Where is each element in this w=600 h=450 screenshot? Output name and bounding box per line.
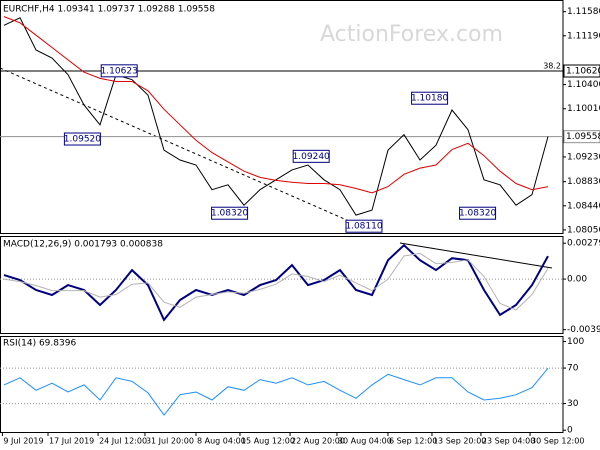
- x-tick-label: 6 Sep 12:00: [389, 437, 437, 446]
- panel-title: RSI(14) 69.8396: [3, 339, 76, 349]
- price-annotation: 1.10180: [411, 94, 448, 104]
- y-tick-label: 1.11580: [567, 7, 600, 17]
- rsi-panel-frame: [0, 336, 564, 433]
- y-tick-label: 0.00: [567, 275, 587, 285]
- x-tick-label: 30 Aug 04:00: [338, 437, 392, 446]
- x-tick-label: 30 Sep 12:00: [531, 437, 584, 446]
- series-line: [3, 16, 549, 194]
- macd-trend-line: [399, 242, 553, 269]
- y-tick-label: 1.10010: [567, 104, 600, 114]
- price-annotation-box: [63, 132, 101, 146]
- price-annotation: 1.08320: [211, 209, 248, 219]
- x-tick-label: 9 Jul 2019: [3, 437, 43, 446]
- trend-line: [0, 67, 366, 229]
- y-tick-label: 0: [567, 426, 573, 436]
- y-tick-label: 1.11190: [567, 31, 600, 41]
- price-annotation-box: [459, 206, 497, 220]
- y-tick-label: 1.08050: [567, 225, 600, 235]
- series-line: [3, 252, 549, 311]
- price-annotation: 1.10623: [101, 66, 138, 76]
- x-tick-label: 15 Aug 12:00: [241, 437, 295, 446]
- level-label: 1.10620: [566, 67, 600, 77]
- watermark: ActionForex.com: [320, 22, 503, 47]
- price-annotation-box: [411, 91, 449, 105]
- y-tick-label: 70: [567, 364, 579, 374]
- series-line: [3, 17, 549, 216]
- level-label-box: [563, 130, 600, 144]
- price-annotation-box: [211, 206, 249, 220]
- price-annotation-box: [345, 219, 383, 233]
- y-tick-label: -0.003938: [567, 325, 600, 335]
- x-tick-label: 13 Sep 20:00: [433, 437, 486, 446]
- y-tick-label: 1.08440: [567, 201, 600, 211]
- x-tick-label: 31 Jul 20:00: [146, 437, 194, 446]
- y-tick-label: 0.002793: [567, 239, 600, 249]
- series-line: [3, 367, 549, 416]
- level-label-box: [563, 64, 600, 78]
- price-annotation: 1.09520: [64, 135, 101, 145]
- price-annotation-box: [100, 64, 138, 78]
- y-tick-label: 1.08830: [567, 177, 600, 187]
- series-line: [3, 243, 549, 322]
- x-tick-label: 17 Jul 2019: [49, 437, 94, 446]
- panel-title: EURCHF,H4 1.09341 1.09737 1.09288 1.0955…: [3, 5, 215, 15]
- macd-panel-frame: [0, 236, 564, 334]
- y-tick-label: 1.10400: [567, 80, 600, 90]
- x-tick-label: 23 Sep 04:00: [482, 437, 535, 446]
- price-annotation: 1.08320: [459, 209, 496, 219]
- panel-title: MACD(12,26,9) 0.001793 0.000838: [3, 240, 163, 250]
- main-panel-frame: [0, 0, 564, 234]
- price-annotation: 1.08110: [345, 222, 382, 232]
- level-label: 1.09558: [566, 132, 600, 142]
- x-tick-label: 24 Jul 12:00: [99, 437, 147, 446]
- price-annotation-box: [292, 149, 330, 163]
- x-tick-label: 22 Aug 20:00: [291, 437, 345, 446]
- x-tick-label: 8 Aug 04:00: [197, 437, 246, 446]
- y-tick-label: 30: [567, 399, 579, 409]
- y-tick-label: 100: [567, 337, 584, 347]
- fib-label: 38.2: [543, 62, 561, 71]
- price-annotation: 1.09240: [293, 152, 330, 162]
- y-tick-label: 1.09230: [567, 152, 600, 162]
